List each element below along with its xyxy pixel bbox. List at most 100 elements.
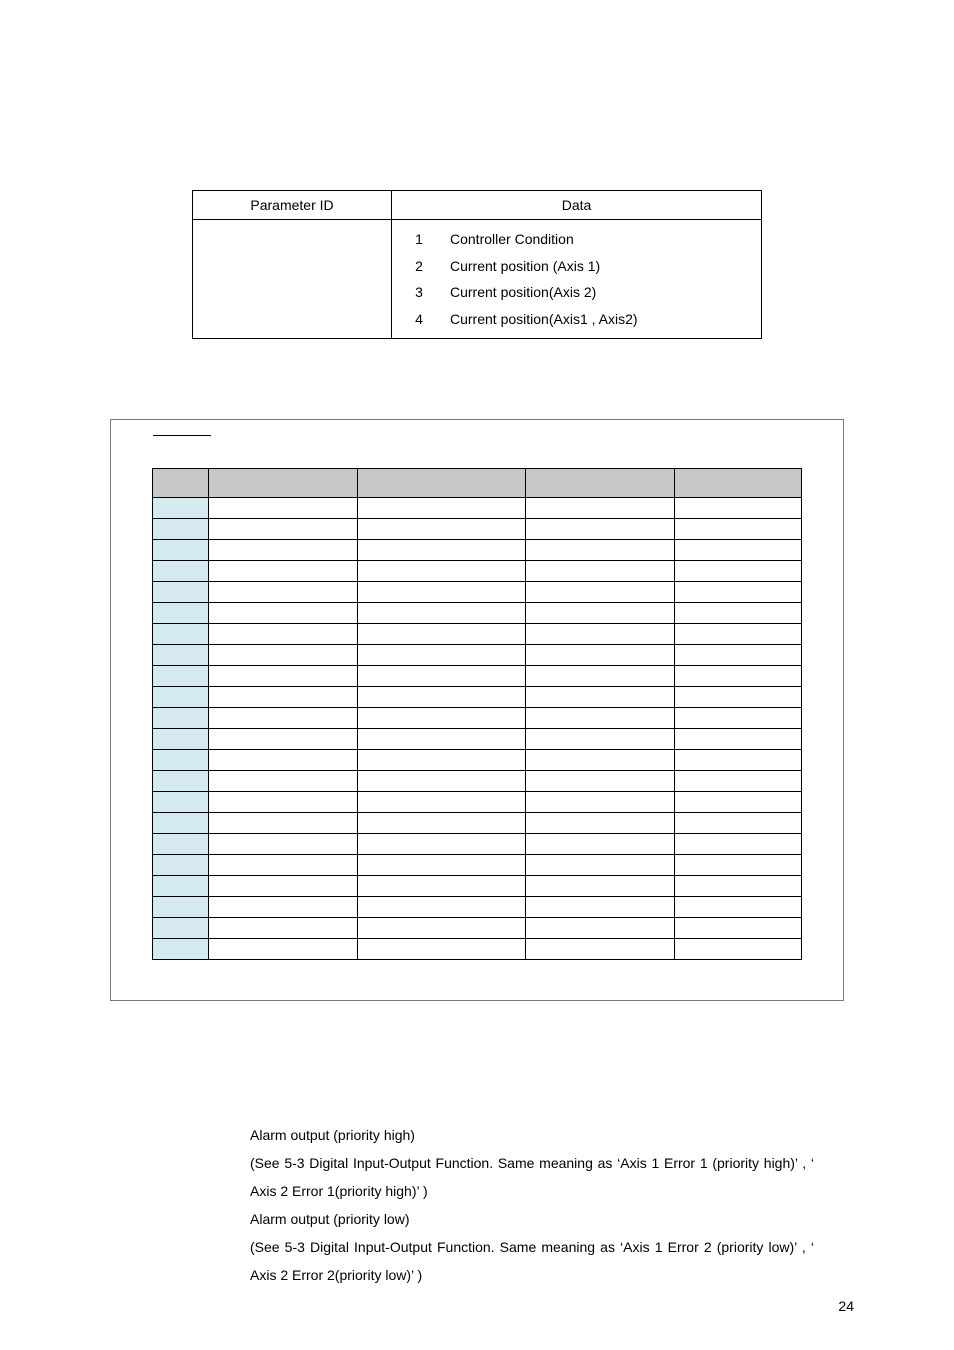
data-text: Current position(Axis1 , Axis2) xyxy=(450,306,638,333)
table-cell xyxy=(153,855,209,876)
table-cell xyxy=(153,561,209,582)
table-row xyxy=(153,645,802,666)
header-data: Data xyxy=(392,191,762,220)
table-cell xyxy=(674,855,801,876)
table-cell xyxy=(526,834,675,855)
table-row xyxy=(153,855,802,876)
table-cell xyxy=(526,918,675,939)
table-cell xyxy=(153,918,209,939)
table-cell xyxy=(526,876,675,897)
table-row xyxy=(153,729,802,750)
table-cell xyxy=(209,897,358,918)
table-cell xyxy=(526,897,675,918)
table-cell xyxy=(526,540,675,561)
table-cell xyxy=(357,687,525,708)
note-line: (See 5-3 Digital Input-Output Function. … xyxy=(250,1149,814,1205)
table-cell xyxy=(526,855,675,876)
page-number: 24 xyxy=(838,1298,854,1314)
table-row xyxy=(153,582,802,603)
table-cell xyxy=(526,582,675,603)
table-cell xyxy=(674,729,801,750)
header-parameter-id: Parameter ID xyxy=(193,191,392,220)
table-cell xyxy=(357,561,525,582)
table-row xyxy=(153,792,802,813)
table-cell xyxy=(674,876,801,897)
table-cell xyxy=(526,750,675,771)
table-cell xyxy=(153,498,209,519)
data-text: Current position (Axis 1) xyxy=(450,253,638,280)
table-cell xyxy=(357,645,525,666)
table-header-cell xyxy=(357,469,525,498)
table-row xyxy=(153,624,802,645)
table-cell xyxy=(209,603,358,624)
table-cell xyxy=(153,771,209,792)
table-cell xyxy=(674,645,801,666)
table-cell xyxy=(674,813,801,834)
table-cell xyxy=(674,687,801,708)
table-header-cell xyxy=(526,469,675,498)
table-cell xyxy=(674,939,801,960)
table-cell xyxy=(153,834,209,855)
table-cell xyxy=(209,771,358,792)
table-cell xyxy=(526,498,675,519)
table-cell xyxy=(674,666,801,687)
table-cell xyxy=(674,750,801,771)
table-cell xyxy=(674,792,801,813)
table-cell xyxy=(209,708,358,729)
table-cell xyxy=(357,897,525,918)
table-cell xyxy=(153,939,209,960)
table-cell xyxy=(674,582,801,603)
table-cell xyxy=(674,834,801,855)
note-line: Alarm output (priority low) xyxy=(250,1205,814,1233)
parameter-id-cell xyxy=(193,220,392,339)
table-row xyxy=(153,603,802,624)
table-row xyxy=(153,561,802,582)
table-cell xyxy=(153,813,209,834)
table-row xyxy=(153,813,802,834)
table-cell xyxy=(526,792,675,813)
table-cell xyxy=(357,603,525,624)
table-cell xyxy=(674,519,801,540)
notes-block: Alarm output (priority high) (See 5-3 Di… xyxy=(250,1121,814,1289)
table-cell xyxy=(526,813,675,834)
table-cell xyxy=(153,582,209,603)
table-cell xyxy=(674,918,801,939)
table-header-cell xyxy=(153,469,209,498)
table-row xyxy=(153,750,802,771)
table-cell xyxy=(357,939,525,960)
table-cell xyxy=(357,582,525,603)
table-cell xyxy=(209,939,358,960)
table-cell xyxy=(153,792,209,813)
table-cell xyxy=(209,918,358,939)
table-cell xyxy=(357,708,525,729)
note-line: Alarm output (priority high) xyxy=(250,1121,814,1149)
table-row xyxy=(153,771,802,792)
data-cell: 1 2 3 4 Controller Condition Current pos… xyxy=(392,220,762,339)
table-cell xyxy=(153,540,209,561)
table-cell xyxy=(674,708,801,729)
table-cell xyxy=(526,687,675,708)
table-row xyxy=(153,540,802,561)
table-cell xyxy=(357,666,525,687)
table-cell xyxy=(526,666,675,687)
table-cell xyxy=(526,603,675,624)
table-row: 1 2 3 4 Controller Condition Current pos… xyxy=(193,220,762,339)
table-cell xyxy=(674,897,801,918)
table-cell xyxy=(153,666,209,687)
table-cell xyxy=(674,771,801,792)
table-cell xyxy=(526,729,675,750)
table-cell xyxy=(153,687,209,708)
table-row xyxy=(153,918,802,939)
boxed-section xyxy=(110,419,844,1001)
table-cell xyxy=(357,834,525,855)
table-cell xyxy=(526,519,675,540)
table-row xyxy=(153,498,802,519)
data-text: Current position(Axis 2) xyxy=(450,279,638,306)
table-cell xyxy=(153,645,209,666)
table-cell xyxy=(209,855,358,876)
table-cell xyxy=(209,834,358,855)
table-header-row xyxy=(153,469,802,498)
table-cell xyxy=(209,498,358,519)
table-row xyxy=(153,939,802,960)
table-cell xyxy=(153,519,209,540)
